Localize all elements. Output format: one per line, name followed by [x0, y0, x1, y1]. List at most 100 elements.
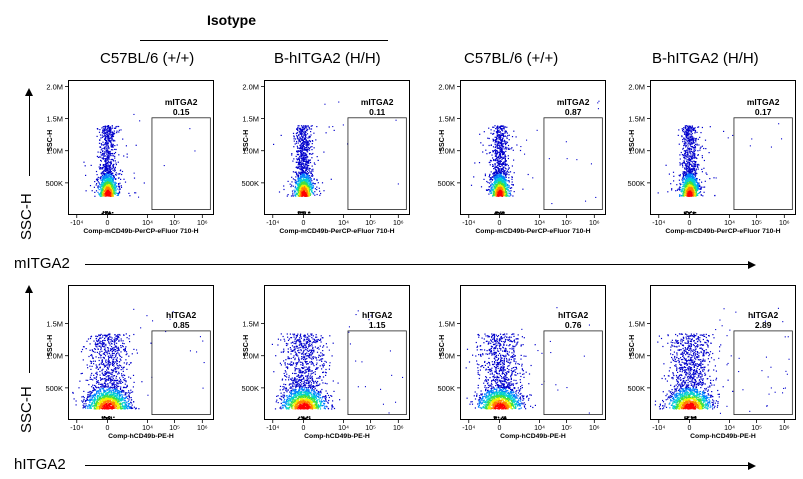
x-tick-label: 0: [687, 220, 691, 227]
x-tick-label: 10⁴: [534, 425, 545, 432]
y-tick-label: 1.0M: [46, 352, 63, 361]
x-label-row1: mITGA2: [14, 255, 70, 272]
x-tick-label: -10⁴: [462, 425, 475, 432]
y-arrow-head-row1: [25, 88, 33, 96]
y-arrow-row2: [28, 291, 30, 373]
plot-frame: [460, 285, 606, 420]
gate-rect: [543, 330, 603, 415]
y-tick-label: 1.0M: [438, 352, 455, 361]
x-tick-label: 10⁵: [561, 220, 572, 227]
gate-percentage: 2.89: [755, 320, 772, 330]
gate-label: mITGA2: [747, 97, 780, 107]
y-axis-title: SSC-H: [439, 130, 446, 152]
x-tick-label: 10⁴: [724, 425, 735, 432]
flow-plot-r2c2: 1.5M 1.0M 500K SSC-H -10⁴ 0 10⁴ 10⁵ 10⁶ Comp-hCD4…: [241, 285, 410, 440]
y-axis-title: SSC-H: [47, 130, 54, 152]
y-tick-label: 1.5M: [46, 115, 63, 124]
x-arrow-row2: [85, 465, 749, 467]
x-tick-label: 0: [301, 425, 305, 432]
x-tick-label: 10⁵: [169, 425, 180, 432]
gate-label: hITGA2: [558, 310, 588, 320]
y-tick-label: 1.0M: [438, 147, 455, 156]
y-tick-label: 1.0M: [242, 352, 259, 361]
x-tick-label: 10⁶: [779, 220, 790, 227]
gate-label: mITGA2: [361, 97, 394, 107]
y-tick-label: 1.5M: [628, 115, 645, 124]
y-tick-label: 500K: [241, 179, 259, 188]
gate-label: mITGA2: [557, 97, 590, 107]
x-tick-label: 10⁶: [393, 220, 404, 227]
col-label-4: B-hITGA2 (H/H): [652, 50, 759, 67]
x-tick-label: 10⁶: [393, 425, 404, 432]
x-arrow-head-row1: [748, 260, 756, 269]
y-tick-label: 500K: [437, 384, 455, 393]
x-arrow-head-row2: [748, 461, 756, 470]
x-tick-label: 0: [497, 220, 501, 227]
x-tick-label: 10⁴: [534, 220, 545, 227]
x-tick-label: 10⁴: [142, 425, 153, 432]
y-tick-label: 500K: [45, 179, 63, 188]
x-axis-title: Comp-mCD49b-PerCP-eFluor 710-H: [83, 228, 198, 235]
y-axis-title: SSC-H: [47, 335, 54, 357]
gate-label: hITGA2: [166, 310, 196, 320]
flow-plot-r2c3: 1.5M 1.0M 500K SSC-H -10⁴ 0 10⁴ 10⁵ 10⁶ Comp-hCD4…: [437, 285, 606, 440]
x-axis-title: Comp-hCD49b-PE-H: [108, 433, 174, 440]
gate-label: hITGA2: [362, 310, 392, 320]
event-dots: [83, 113, 196, 215]
y-tick-label: 1.0M: [46, 147, 63, 156]
event-dots: [470, 100, 600, 215]
x-tick-label: 0: [105, 425, 109, 432]
y-tick-label: 1.0M: [242, 147, 259, 156]
gate-rect: [151, 330, 211, 415]
y-tick-label: 1.5M: [438, 320, 455, 329]
x-tick-label: 10⁶: [197, 425, 208, 432]
x-tick-label: 10⁶: [779, 425, 790, 432]
gate-percentage: 0.87: [565, 107, 582, 117]
y-label-row2: SSC-H: [18, 386, 35, 433]
gate-label: hITGA2: [748, 310, 778, 320]
gate-rect: [347, 330, 407, 415]
gate-rect: [543, 117, 603, 211]
event-dots: [654, 307, 790, 420]
x-tick-label: 10⁴: [338, 425, 349, 432]
x-tick-label: -10⁴: [70, 425, 83, 432]
x-tick-label: -10⁴: [266, 425, 279, 432]
x-tick-label: 10⁵: [561, 425, 572, 432]
plot-frame: [264, 285, 410, 420]
y-tick-label: 500K: [627, 384, 645, 393]
x-arrow-row1: [85, 264, 749, 266]
y-tick-label: 500K: [45, 384, 63, 393]
event-dots: [273, 101, 399, 215]
flow-plot-r2c1: 1.5M 1.0M 500K SSC-H -10⁴ 0 10⁴ 10⁵ 10⁶ Comp-hCD4…: [45, 285, 214, 440]
y-arrow-row1: [28, 94, 30, 176]
x-axis-title: Comp-hCD49b-PE-H: [500, 433, 566, 440]
y-axis-title: SSC-H: [243, 130, 250, 152]
x-tick-label: 10⁵: [365, 425, 376, 432]
flow-plot-r2c4: 1.5M 1.0M 500K SSC-H -10⁴ 0 10⁴ 10⁵ 10⁶ Comp-hCD4…: [627, 285, 796, 440]
y-axis-title: SSC-H: [629, 335, 636, 357]
y-tick-label: 500K: [241, 384, 259, 393]
col-label-1: C57BL/6 (+/+): [100, 50, 195, 67]
y-arrow-head-row2: [25, 285, 33, 293]
x-axis-title: Comp-mCD49b-PerCP-eFluor 710-H: [279, 228, 394, 235]
gate-rect: [151, 117, 211, 211]
y-tick-label: 500K: [627, 179, 645, 188]
y-tick-label: 500K: [437, 179, 455, 188]
x-tick-label: -10⁴: [652, 220, 665, 227]
y-tick-label: 2.0M: [628, 82, 645, 91]
y-tick-label: 1.5M: [242, 115, 259, 124]
x-tick-label: -10⁴: [652, 425, 665, 432]
y-tick-label: 2.0M: [438, 82, 455, 91]
flow-plot-r1c4: 2.0M 1.5M 1.0M 500K SSC-H -10⁴ 0 10⁴ 10⁵ 10⁶Comp-…: [627, 80, 796, 235]
x-tick-label: 0: [497, 425, 501, 432]
gate-rect: [733, 117, 793, 211]
x-tick-label: -10⁴: [266, 220, 279, 227]
col-label-3: C57BL/6 (+/+): [464, 50, 559, 67]
plot-frame: [460, 80, 606, 215]
event-dots: [465, 307, 590, 420]
x-tick-label: 10⁵: [169, 220, 180, 227]
gate-label: mITGA2: [165, 97, 198, 107]
gate-percentage: 0.85: [173, 320, 190, 330]
x-axis-title: Comp-hCD49b-PE-H: [304, 433, 370, 440]
gate-percentage: 0.76: [565, 320, 582, 330]
